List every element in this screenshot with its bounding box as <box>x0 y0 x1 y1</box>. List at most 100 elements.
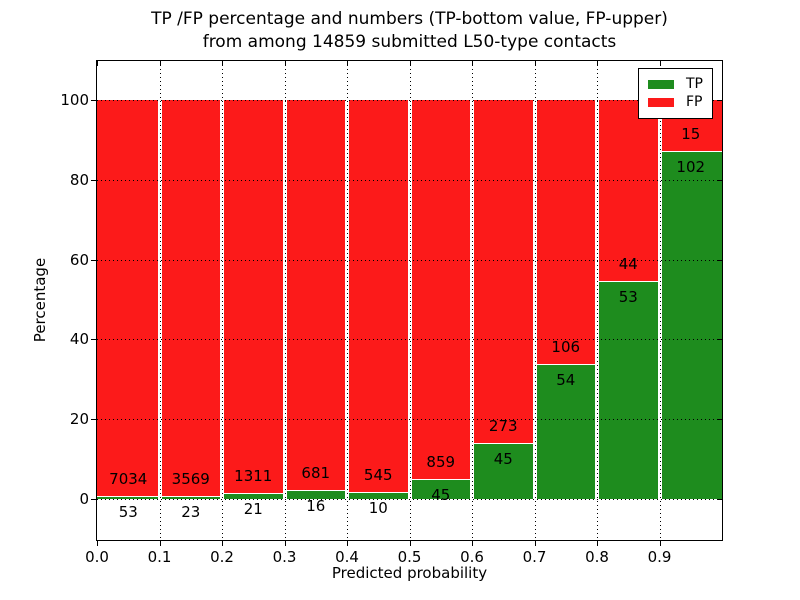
tp-legend-swatch <box>648 79 674 89</box>
x-tick-mark <box>222 541 223 546</box>
tp-legend-label: TP <box>686 76 703 92</box>
tp-bar-segment <box>349 491 408 499</box>
y-tick-mark <box>91 339 96 341</box>
fp-bar-segment <box>349 100 408 492</box>
fp-bar-segment <box>97 100 158 497</box>
fp-count-label: 545 <box>363 465 393 484</box>
v-gridline <box>659 61 661 540</box>
tp-bar-segment <box>97 496 158 499</box>
fp-bar-segment <box>224 100 283 493</box>
x-tick-mark-top <box>534 61 536 66</box>
y-tick-label: 20 <box>69 410 89 429</box>
fp-count-label: 15 <box>681 125 701 144</box>
x-tick-label: 0.7 <box>522 548 547 566</box>
v-gridline <box>472 61 473 540</box>
tp-bar-segment <box>661 151 722 499</box>
fp-bar-segment <box>536 100 595 365</box>
chart-title: TP /FP percentage and numbers (TP-bottom… <box>96 8 723 54</box>
y-tick-label: 100 <box>60 91 89 109</box>
tp-count-label: 53 <box>118 503 138 522</box>
v-gridline <box>222 61 223 540</box>
fp-bar-segment <box>286 100 345 490</box>
y-tick-mark-right <box>717 179 722 181</box>
x-tick-mark-top <box>284 61 286 66</box>
tp-bar-segment <box>536 364 595 499</box>
x-tick-mark-top <box>347 61 348 66</box>
x-tick-label: 0.0 <box>85 548 109 566</box>
v-gridline <box>347 61 348 540</box>
v-gridline <box>284 61 286 540</box>
fp-bar-segment <box>474 100 533 443</box>
fp-bar-segment <box>411 100 470 480</box>
y-tick-mark-right <box>717 499 722 500</box>
x-tick-mark-top <box>222 61 223 66</box>
y-tick-mark <box>91 499 96 500</box>
x-tick-mark <box>284 541 286 546</box>
tp-count-label: 53 <box>618 287 638 306</box>
legend: TP FP <box>638 68 713 119</box>
fp-legend-swatch <box>648 97 674 107</box>
x-tick-mark-top <box>597 61 598 66</box>
v-gridline <box>534 61 536 540</box>
legend-row-fp: FP <box>648 94 703 110</box>
fp-legend-label: FP <box>686 94 703 110</box>
fp-count-label: 7034 <box>109 470 148 489</box>
tp-bar-segment <box>599 280 658 499</box>
x-tick-mark <box>97 541 98 546</box>
x-tick-mark-top <box>159 61 161 66</box>
x-tick-mark <box>597 541 598 546</box>
tp-bar-segment <box>224 492 283 499</box>
y-tick-mark <box>91 259 96 261</box>
tp-bar-segment <box>161 496 220 499</box>
plot-area: TP FP 7034 53 3569 23 1311 21 681 16 545 10 859 45 2… <box>60 60 723 566</box>
x-tick-mark <box>659 541 661 546</box>
v-gridline <box>159 61 161 540</box>
fp-bar-segment <box>161 100 220 497</box>
x-tick-mark <box>347 541 348 546</box>
fp-count-label: 273 <box>488 416 518 435</box>
y-tick-label: 80 <box>69 170 89 189</box>
tp-count-label: 10 <box>368 498 388 517</box>
tp-count-label: 45 <box>431 486 451 505</box>
x-tick-label: 0.4 <box>335 548 359 566</box>
y-tick-mark-right <box>717 419 722 421</box>
y-tick-mark-right <box>717 339 722 341</box>
x-tick-mark <box>472 541 473 546</box>
tp-count-label: 45 <box>493 449 513 468</box>
x-tick-mark <box>159 541 161 546</box>
fp-bar-segment <box>599 100 658 281</box>
fp-count-label: 681 <box>301 463 331 482</box>
y-tick-mark <box>91 179 96 181</box>
x-tick-label: 0.5 <box>397 548 422 566</box>
tp-bar-segment <box>286 489 345 499</box>
x-tick-label: 0.3 <box>272 548 297 566</box>
tp-count-label: 54 <box>556 371 576 390</box>
y-tick-label: 60 <box>69 250 89 269</box>
tp-bar-segment <box>474 442 533 499</box>
fp-count-label: 106 <box>551 338 581 357</box>
y-tick-mark-right <box>717 100 722 101</box>
y-tick-label: 0 <box>79 490 89 508</box>
tp-count-label: 16 <box>306 496 326 515</box>
tp-count-label: 21 <box>243 499 263 518</box>
v-gridline <box>597 61 598 540</box>
x-tick-label: 0.6 <box>460 548 484 566</box>
tp-bar-segment <box>411 479 470 499</box>
x-tick-mark <box>409 541 411 546</box>
fp-count-label: 3569 <box>171 470 210 489</box>
y-tick-label: 40 <box>69 330 89 349</box>
x-tick-label: 0.1 <box>147 548 172 566</box>
x-tick-mark-top <box>97 61 98 66</box>
chart-title-line1: TP /FP percentage and numbers (TP-bottom… <box>151 9 668 29</box>
x-tick-mark <box>534 541 536 546</box>
x-tick-label: 0.9 <box>647 548 672 566</box>
x-axis-label: Predicted probability <box>331 564 488 582</box>
fp-count-label: 859 <box>426 453 456 472</box>
x-tick-label: 0.8 <box>585 548 609 566</box>
y-tick-mark <box>91 100 96 101</box>
x-tick-mark-top <box>659 61 661 66</box>
x-tick-mark-top <box>409 61 411 66</box>
y-tick-mark-right <box>717 259 722 261</box>
chart-title-line2: from among 14859 submitted L50-type cont… <box>202 32 617 52</box>
